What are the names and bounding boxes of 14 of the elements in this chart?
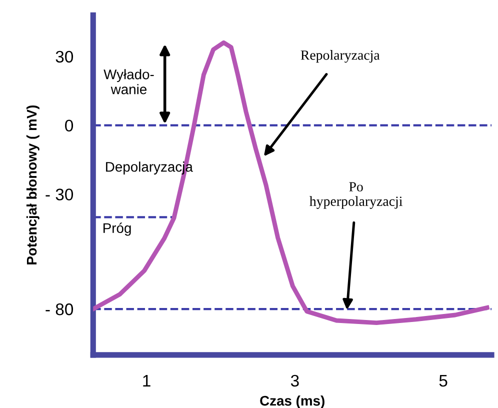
y-axis-title: Potencjał błonowy ( mV) bbox=[26, 105, 40, 264]
x-tick-label: 5 bbox=[439, 375, 448, 387]
line-series bbox=[93, 40, 490, 326]
annotation: Próg bbox=[104, 222, 131, 236]
annotation: Po hyperpolaryzacji bbox=[310, 182, 402, 209]
annotation: Wyłado- wanie bbox=[104, 69, 154, 94]
y-tick-label: 30 bbox=[56, 50, 74, 63]
x-axis-title: Czas (ms) bbox=[260, 395, 324, 408]
y-tick-label: 0 bbox=[65, 120, 74, 132]
x-tick-label: 1 bbox=[143, 375, 150, 386]
y-tick-label: - 80 bbox=[46, 303, 74, 316]
annotation: Repolaryzacja bbox=[300, 50, 380, 63]
x-tick-label: 3 bbox=[290, 374, 299, 387]
y-tick-label: - 30 bbox=[46, 188, 74, 200]
